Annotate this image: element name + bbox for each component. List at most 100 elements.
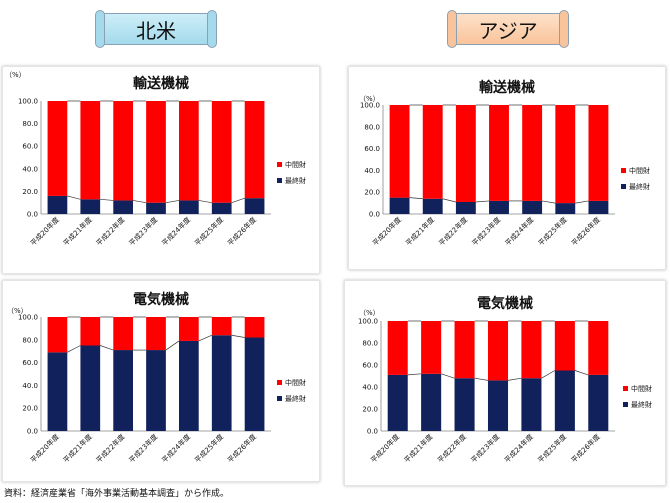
x-tick-label: 平成22年度 <box>94 432 126 464</box>
bar-intermediate-3 <box>113 317 133 351</box>
y-tick-label: 40.0 <box>22 382 38 390</box>
series-connector <box>507 377 522 381</box>
bar-final-1 <box>47 352 68 431</box>
bar-final-1 <box>387 374 408 431</box>
bar-intermediate-5 <box>179 101 199 201</box>
y-tick-label: 40.0 <box>362 384 378 392</box>
series-connector <box>100 345 114 351</box>
x-tick-label: 平成23年度 <box>127 432 159 464</box>
x-tick-label: 平成23年度 <box>127 215 159 247</box>
bar-final-4 <box>489 200 509 214</box>
x-tick-label: 平成25年度 <box>193 432 225 464</box>
series-connector <box>198 334 212 342</box>
legend-label: 中間財 <box>285 378 306 387</box>
x-tick-label: 平成22年度 <box>437 215 469 247</box>
north-america-header: 北米 <box>95 10 217 48</box>
y-tick-label: 40.0 <box>364 167 380 175</box>
legend-label: 最終財 <box>285 176 306 185</box>
series-connector <box>574 370 589 376</box>
scroll-curl-right <box>207 10 217 48</box>
series-connector <box>100 198 114 201</box>
y-tick-label: 100.0 <box>360 102 380 110</box>
bar-intermediate-1 <box>387 321 408 375</box>
x-tick-label: 平成21年度 <box>404 215 436 247</box>
bar-final-7 <box>244 337 265 431</box>
chart-svg: （%）0.020.040.060.080.0100.0平成20年度 平成21年度平… <box>358 309 652 465</box>
x-tick-label: 平成24年度 <box>160 215 192 247</box>
bar-final-3 <box>113 350 133 431</box>
scroll-curl-left <box>447 10 457 48</box>
bar-final-2 <box>422 198 443 214</box>
y-tick-label: 100.0 <box>18 314 38 322</box>
x-tick-label: 平成21年度 <box>61 432 93 464</box>
series-connector <box>67 195 81 200</box>
bar-intermediate-7 <box>588 321 609 375</box>
x-tick-label: 平成24年度 <box>502 432 534 464</box>
y-axis-label: （%） <box>7 307 28 315</box>
x-tick-label: 平成24年度 <box>503 215 535 247</box>
scroll-curl-left <box>95 10 105 48</box>
bar-intermediate-2 <box>80 101 101 200</box>
x-tick-label: 平成25年度 <box>536 432 568 464</box>
legend-label: 最終財 <box>285 394 306 403</box>
legend-swatch <box>277 178 282 183</box>
bar-final-3 <box>454 378 475 431</box>
bar-intermediate-6 <box>211 317 232 336</box>
chart-panel-asia-electric: 電気機械 （%） 0.0 20.0 40.0 60.0 80.0 100.0 平成20年度 平成… <box>344 280 666 486</box>
x-tick-label: 平成20年度 <box>371 215 403 247</box>
y-tick-label: 80.0 <box>22 336 38 344</box>
bar-intermediate-4 <box>489 105 509 201</box>
y-tick-label: 100.0 <box>18 98 38 106</box>
bar-intermediate-5 <box>179 317 199 341</box>
series-connector <box>575 200 589 204</box>
bar-final-4 <box>487 380 509 431</box>
series-connector <box>409 197 423 200</box>
series-connector <box>165 340 180 351</box>
x-tick-label: 平成24年度 <box>160 432 192 464</box>
series-connector <box>407 373 422 376</box>
bar-intermediate-3 <box>113 101 133 201</box>
bar-final-5 <box>522 200 543 214</box>
y-tick-label: 60.0 <box>22 143 38 151</box>
y-tick-label: 60.0 <box>22 359 38 367</box>
x-tick-label: 平成21年度 <box>402 432 434 464</box>
bar-intermediate-4 <box>487 321 509 381</box>
bar-final-2 <box>80 345 101 431</box>
legend-swatch <box>277 162 282 167</box>
chart-svg: （%）0.020.040.060.080.0100.0平成20年度 平成21年度平… <box>5 71 306 248</box>
chart-panel-north-america-transport: 輸送機械 （%） 0.0 20.0 40.0 60.0 80.0 100.0 平成20年度 平成… <box>2 66 320 274</box>
chart-svg: （%）0.020.040.060.080.0100.0平成20年度 平成21年度平… <box>359 95 650 248</box>
bar-intermediate-1 <box>47 101 68 196</box>
series-connector <box>474 377 489 381</box>
x-tick-label: 平成22年度 <box>94 215 126 247</box>
series-connector <box>132 200 147 204</box>
chart-title: 電気機械 <box>133 292 189 308</box>
scroll-curl-right <box>559 10 569 48</box>
y-tick-label: 40.0 <box>22 165 38 173</box>
series-connector <box>165 200 180 204</box>
legend-label: 中間財 <box>629 166 650 175</box>
x-tick-label: 平成26年度 <box>226 432 258 464</box>
bar-final-3 <box>113 200 133 214</box>
y-tick-label: 60.0 <box>364 145 380 153</box>
chart-panel-asia-transport: 輸送機械 （%） 0.0 20.0 40.0 60.0 80.0 100.0 平成20年度 平成… <box>348 66 666 270</box>
y-tick-label: 0.0 <box>367 428 378 436</box>
bar-intermediate-2 <box>80 317 101 346</box>
x-tick-label: 平成26年度 <box>226 215 258 247</box>
series-connector <box>441 373 455 379</box>
y-tick-label: 0.0 <box>369 211 380 219</box>
x-tick-label: 平成22年度 <box>436 432 468 464</box>
bar-final-4 <box>146 202 166 214</box>
bar-final-6 <box>211 335 232 431</box>
y-tick-label: 20.0 <box>22 188 38 196</box>
legend-label: 中間財 <box>285 160 306 169</box>
bar-intermediate-7 <box>588 105 609 201</box>
bar-intermediate-4 <box>146 101 166 203</box>
legend-label: 最終財 <box>629 182 650 191</box>
bar-final-7 <box>588 374 609 431</box>
bar-final-7 <box>244 198 265 214</box>
x-tick-label: 平成26年度 <box>569 432 601 464</box>
y-tick-label: 0.0 <box>27 211 38 219</box>
bar-final-6 <box>554 370 575 431</box>
series-connector <box>67 345 81 353</box>
